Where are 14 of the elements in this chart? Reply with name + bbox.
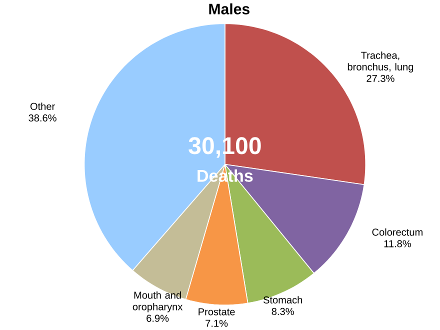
data-label: 8.3% bbox=[272, 308, 294, 315]
data-label: 7.1% bbox=[206, 320, 228, 327]
slice-label: Trachea, bronchus, lung bbox=[348, 51, 414, 72]
text: Deaths bbox=[198, 169, 253, 182]
slice-label: Other bbox=[30, 102, 55, 110]
slice-label: Mouth and oropharynx bbox=[132, 291, 183, 312]
chart-title: Males bbox=[209, 3, 250, 14]
data-label: 11.8% bbox=[384, 240, 411, 248]
slice-label: Stomach bbox=[263, 296, 302, 304]
data-label: 6.9% bbox=[146, 314, 169, 322]
data-label: 27.3% bbox=[366, 74, 394, 82]
data-label: 38.6% bbox=[28, 114, 56, 122]
slice-label: Colorectum bbox=[372, 228, 422, 236]
slice-label: Prostate bbox=[198, 308, 235, 316]
